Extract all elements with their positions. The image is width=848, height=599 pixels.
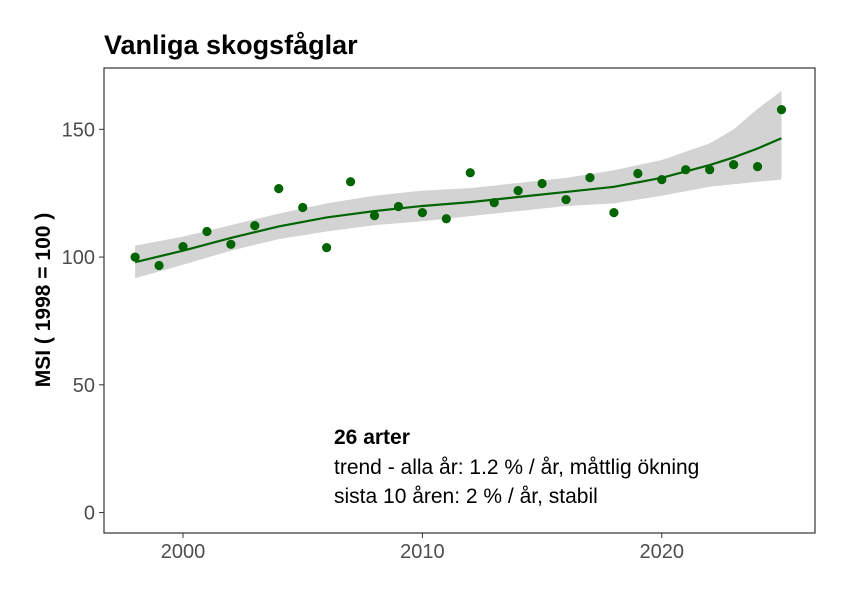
- data-point: [657, 175, 667, 185]
- annotation-trend-10y: sista 10 åren: 2 % / år, stabil: [334, 485, 598, 508]
- data-point: [681, 165, 691, 175]
- data-point: [752, 162, 763, 172]
- x-tick-label: 2010: [400, 541, 445, 563]
- y-tick-label: 50: [73, 375, 95, 397]
- data-point: [609, 208, 619, 218]
- x-tick-label: 2020: [640, 541, 685, 563]
- data-point: [465, 168, 475, 178]
- data-point: [369, 211, 380, 221]
- data-point: [322, 243, 332, 253]
- data-point: [250, 221, 260, 231]
- data-point: [154, 260, 164, 271]
- plot-border: [103, 67, 816, 534]
- confidence-band: [135, 90, 782, 279]
- annotation-trend-all: trend - alla år: 1.2 % / år, måttlig ökn…: [334, 456, 699, 479]
- y-tick-label: 0: [84, 503, 95, 525]
- data-point: [178, 241, 188, 252]
- data-point: [130, 252, 140, 262]
- data-point: [489, 198, 499, 208]
- data-point: [776, 105, 787, 115]
- data-point: [298, 202, 308, 213]
- data-point: [633, 168, 643, 179]
- chart-title: Vanliga skogsfåglar: [104, 30, 358, 60]
- data-point: [226, 239, 236, 249]
- data-point: [585, 173, 595, 183]
- data-point: [705, 165, 715, 175]
- y-axis-label: MSI ( 1998 = 100 ): [32, 213, 55, 388]
- data-point: [561, 194, 571, 205]
- data-point: [513, 186, 523, 196]
- data-point: [441, 214, 451, 224]
- y-tick-label: 150: [62, 119, 95, 141]
- data-point: [345, 177, 356, 187]
- data-point: [274, 183, 284, 194]
- x-tick-label: 2000: [161, 541, 206, 563]
- y-tick-label: 100: [62, 247, 95, 269]
- data-point: [417, 208, 427, 218]
- data-point: [537, 178, 547, 189]
- annotation-heading: 26 arter: [334, 426, 410, 449]
- data-point: [729, 159, 739, 170]
- data-point: [202, 226, 212, 237]
- data-point: [393, 201, 404, 212]
